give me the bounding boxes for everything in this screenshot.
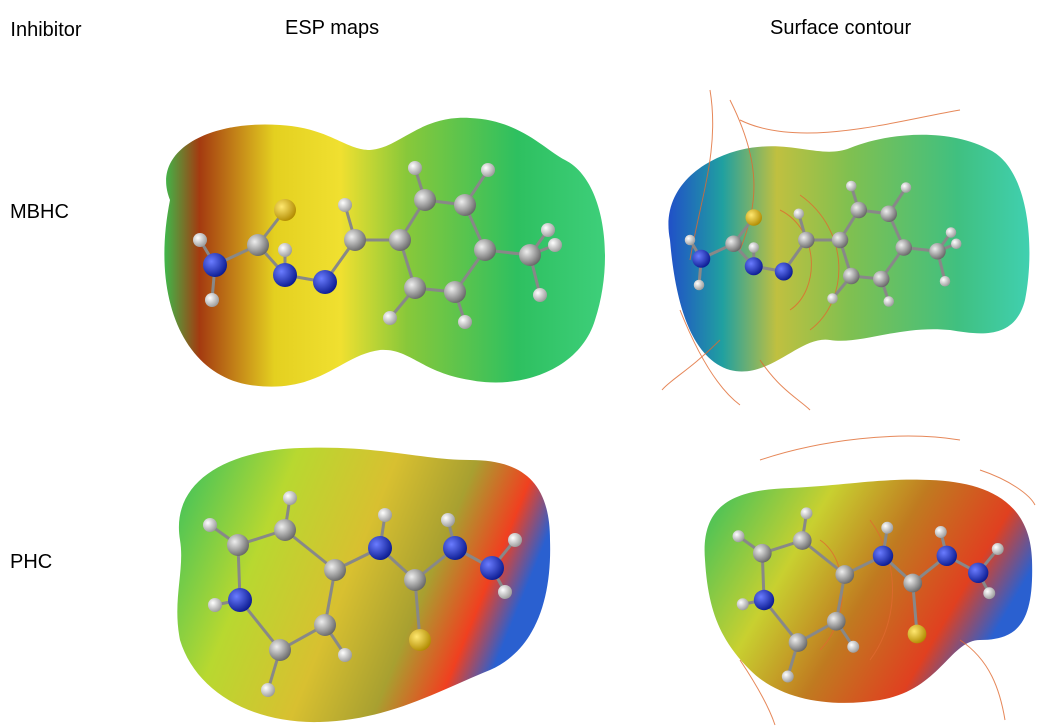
atom — [409, 629, 431, 651]
atom — [873, 546, 893, 566]
atom — [843, 268, 860, 285]
atom — [378, 508, 392, 522]
atom — [498, 585, 512, 599]
atom — [389, 229, 411, 251]
atom — [754, 590, 774, 610]
atom — [733, 530, 745, 542]
atom — [832, 232, 849, 249]
atom — [274, 519, 296, 541]
figure — [0, 0, 1039, 727]
atom — [205, 293, 219, 307]
atom — [273, 263, 297, 287]
atom — [983, 587, 995, 599]
atom — [794, 209, 805, 220]
atom — [404, 277, 426, 299]
atom — [851, 202, 868, 219]
atom — [801, 507, 813, 519]
atom — [793, 531, 812, 550]
atom — [951, 239, 962, 250]
atom — [881, 522, 893, 534]
atom — [480, 556, 504, 580]
atom — [753, 544, 772, 563]
atom — [314, 614, 336, 636]
atom — [992, 543, 1004, 555]
atom — [737, 598, 749, 610]
atom — [454, 194, 476, 216]
column-header: Surface contour — [770, 16, 911, 40]
atom — [193, 233, 207, 247]
atom — [901, 182, 912, 193]
atom — [228, 588, 252, 612]
atom — [827, 612, 846, 631]
page: Inhibitor ESP maps Surface contour MBHC … — [0, 0, 1039, 727]
esp-phc — [177, 448, 550, 722]
atom — [903, 574, 922, 593]
row-label: MBHC — [10, 201, 69, 224]
atom — [548, 238, 562, 252]
atom — [408, 161, 422, 175]
atom — [881, 206, 898, 223]
atom — [414, 189, 436, 211]
atom — [896, 239, 913, 256]
atom — [694, 280, 705, 291]
atom — [692, 250, 710, 268]
atom — [274, 199, 296, 221]
atom — [313, 270, 337, 294]
atom — [782, 671, 794, 683]
atom — [929, 243, 946, 260]
atom — [519, 244, 541, 266]
atom — [278, 243, 292, 257]
column-header: Inhibitor — [8, 16, 84, 45]
atom — [444, 281, 466, 303]
contour-phc — [705, 436, 1035, 725]
atom — [261, 683, 275, 697]
atom — [937, 546, 957, 566]
atom — [725, 236, 742, 253]
atom — [968, 563, 988, 583]
atom — [208, 598, 222, 612]
atom — [789, 633, 808, 652]
atom — [798, 232, 815, 249]
atom — [835, 565, 854, 584]
atom — [338, 648, 352, 662]
atom — [940, 276, 951, 287]
atom — [443, 536, 467, 560]
atom — [338, 198, 352, 212]
atom — [873, 271, 890, 288]
atom — [884, 296, 895, 307]
atom — [847, 641, 859, 653]
atom — [458, 315, 472, 329]
atom — [269, 639, 291, 661]
atom — [383, 311, 397, 325]
atom — [368, 536, 392, 560]
atom — [441, 513, 455, 527]
atom — [846, 181, 857, 192]
atom — [746, 209, 763, 226]
atom — [775, 263, 793, 281]
atom — [474, 239, 496, 261]
atom — [203, 518, 217, 532]
atom — [533, 288, 547, 302]
row-label: PHC — [10, 551, 52, 574]
atom — [324, 559, 346, 581]
atom — [749, 242, 760, 253]
atom — [685, 235, 696, 246]
atom — [908, 625, 927, 644]
atom — [745, 257, 763, 275]
atom — [481, 163, 495, 177]
atom — [203, 253, 227, 277]
atom — [541, 223, 555, 237]
atom — [344, 229, 366, 251]
atom — [827, 293, 838, 304]
atom — [935, 526, 947, 538]
atom — [283, 491, 297, 505]
column-header: ESP maps — [285, 16, 379, 40]
atom — [946, 227, 957, 238]
atom — [227, 534, 249, 556]
atom — [247, 234, 269, 256]
atom — [508, 533, 522, 547]
atom — [404, 569, 426, 591]
